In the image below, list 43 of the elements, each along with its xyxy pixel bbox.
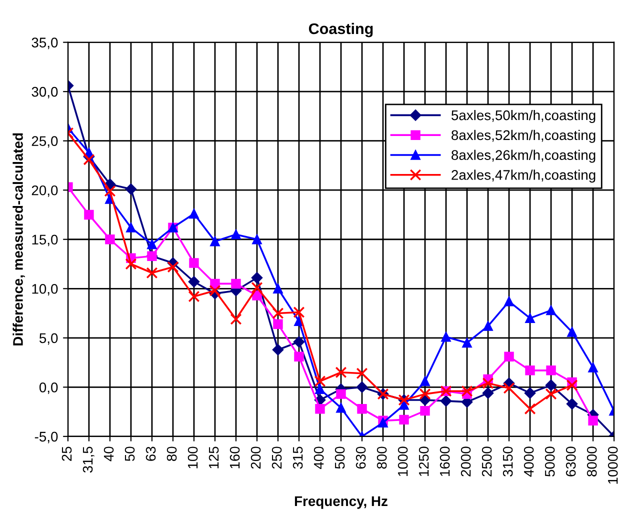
x-tick-label: 3150: [502, 446, 513, 477]
legend-label: 2axles,47km/h,coasting: [452, 170, 596, 183]
x-tick-label: 2000: [460, 446, 471, 476]
x-tick-label: 800: [376, 446, 387, 469]
x-tick-label: 8000: [586, 446, 597, 476]
x-tick-label: 1600: [440, 446, 450, 476]
x-tick-label: 400: [314, 446, 324, 469]
legend-label: 5axles,50km/h,coasting: [452, 110, 596, 123]
x-tick-label: 5000: [544, 446, 555, 476]
y-tick-label: 5,0: [39, 333, 58, 345]
x-tick-label: 1250: [418, 446, 429, 476]
x-tick-label: 125: [208, 446, 219, 468]
y-tick-label: 0,0: [39, 382, 58, 394]
x-axis-title: Frequency, Hz: [294, 496, 388, 509]
x-tick-label: 4000: [524, 446, 534, 477]
y-tick-label: 15,0: [32, 234, 58, 246]
x-tick-label: 2500: [482, 446, 492, 476]
x-tick-label: 6300: [566, 446, 576, 476]
x-tick-label: 50: [124, 446, 135, 462]
y-tick-label: 35,0: [32, 38, 58, 50]
x-tick-label: 200: [250, 446, 261, 469]
x-tick-label: 1000: [398, 446, 408, 476]
x-tick-label: 630: [356, 446, 366, 469]
x-tick-label: 31,5: [82, 446, 94, 473]
y-tick-label: 20,0: [32, 185, 58, 197]
y-tick-label: 25,0: [32, 136, 58, 148]
x-tick-label: 160: [230, 446, 240, 468]
chart-title: Coasting: [308, 22, 373, 38]
x-tick-label: 100: [188, 446, 198, 468]
x-tick-label: 25: [62, 446, 72, 461]
x-tick-label: 10000: [608, 446, 618, 484]
x-tick-label: 80: [166, 446, 177, 461]
legend-label: 8axles,26km/h,coasting: [452, 150, 596, 163]
x-tick-label: 315: [292, 446, 303, 469]
x-tick-label: 250: [272, 446, 282, 469]
y-tick-label: -5,0: [34, 432, 58, 444]
x-tick-label: 63: [146, 446, 156, 461]
legend-label: 8axles,52km/h,coasting: [452, 130, 596, 143]
y-tick-label: 10,0: [32, 284, 58, 296]
y-axis-title: Difference, measured-calculated: [12, 133, 25, 346]
y-tick-label: 30,0: [32, 86, 58, 98]
x-tick-label: 40: [104, 446, 114, 462]
x-tick-label: 500: [334, 446, 345, 469]
